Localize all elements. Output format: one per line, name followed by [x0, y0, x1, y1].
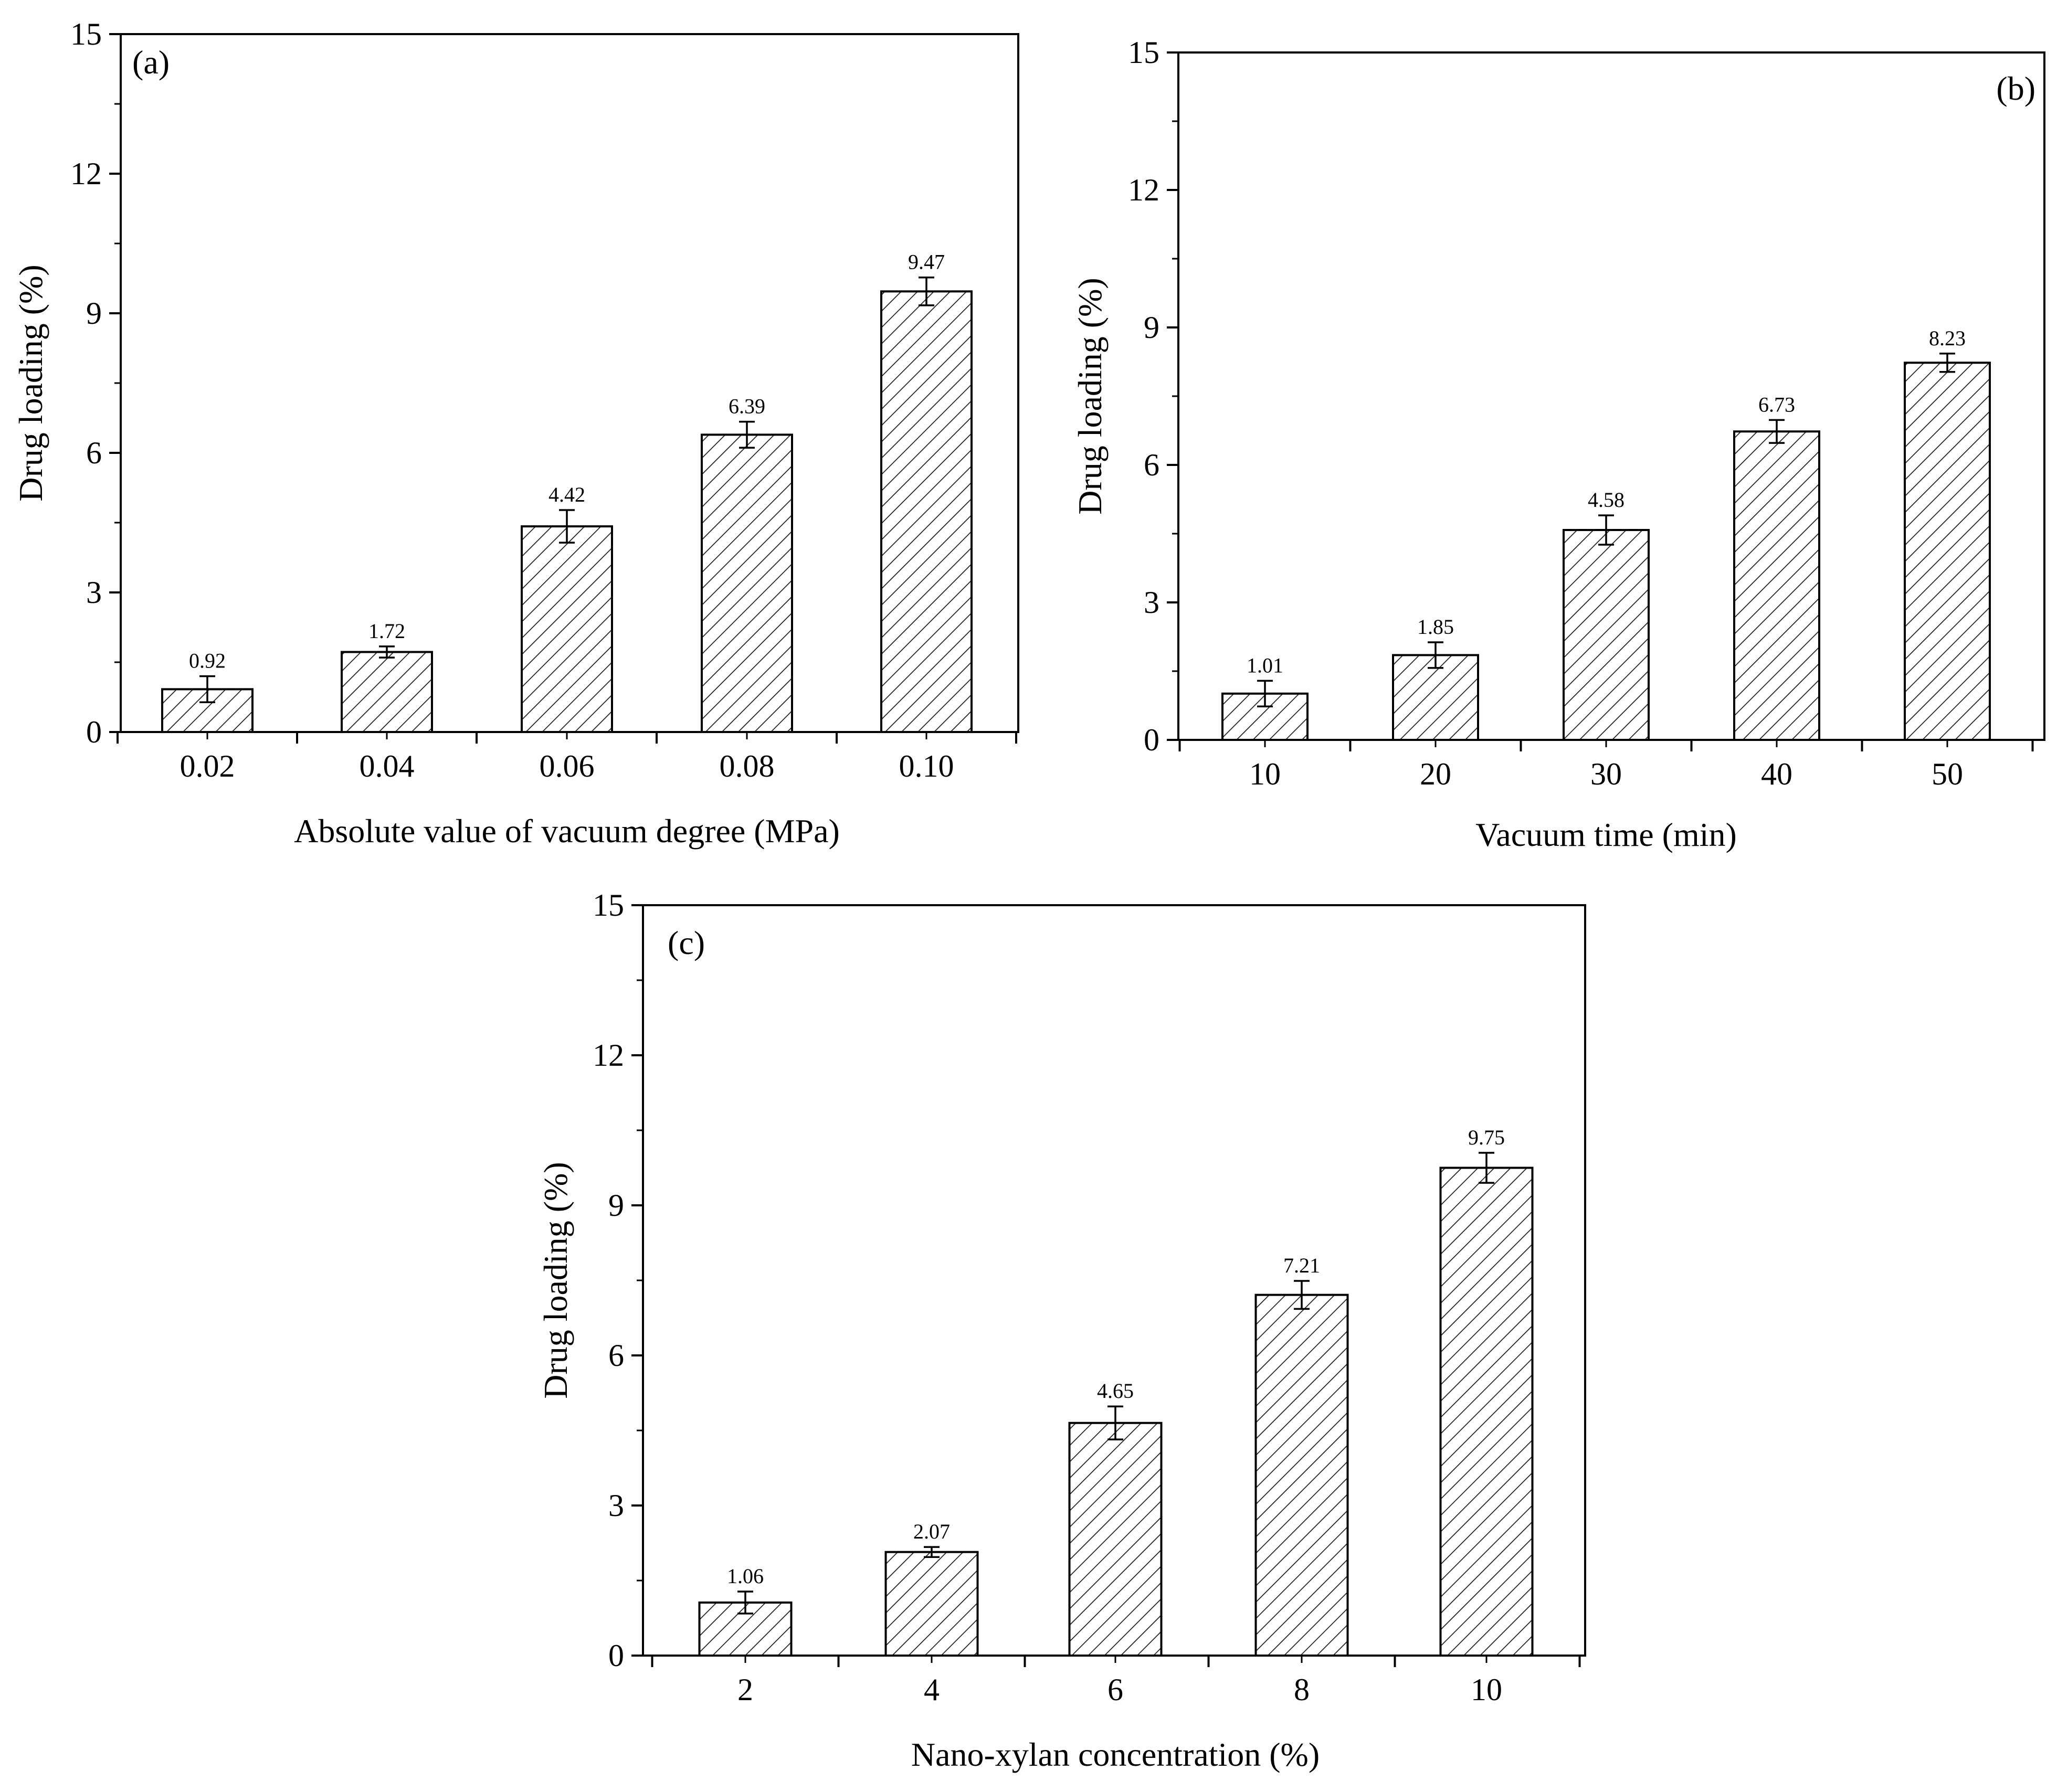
x-tick-label: 0.02 [180, 749, 235, 783]
y-tick-label: 12 [1128, 173, 1159, 207]
data-label: 4.42 [548, 483, 585, 506]
y-tick-label: 0 [86, 715, 102, 749]
data-label: 9.47 [908, 250, 945, 274]
bar [880, 290, 973, 733]
y-tick-label: 15 [70, 17, 102, 51]
data-label: 4.58 [1588, 488, 1624, 512]
x-tick-label: 0.04 [360, 749, 415, 783]
x-tick-label: 10 [1471, 1672, 1502, 1707]
bar [1392, 654, 1479, 741]
y-tick-label: 9 [86, 296, 102, 331]
panel-b-x-axis-title: Vacuum time (min) [1475, 816, 1737, 853]
y-tick-label: 6 [608, 1338, 624, 1373]
x-tick-label: 0.08 [720, 749, 775, 783]
y-tick-label: 0 [608, 1638, 624, 1673]
panel-b-y-axis-title: Drug loading (%) [1071, 278, 1109, 514]
data-label: 1.85 [1417, 615, 1454, 639]
x-tick-label: 0.06 [540, 749, 595, 783]
panel-a: (a) 0 3 6 9 12 15 0.02 0.04 0.06 0.08 0.10 0.92 1.… [12, 17, 1019, 850]
bar [884, 1551, 979, 1657]
panel-b-y-axis: 0 3 6 9 12 15 [1128, 35, 1178, 757]
panel-a-x-axis-title: Absolute value of vacuum degree (MPa) [294, 812, 840, 850]
data-label: 1.72 [368, 619, 405, 643]
x-tick-label: 30 [1590, 757, 1622, 791]
y-tick-label: 6 [86, 436, 102, 470]
y-tick-label: 9 [608, 1188, 624, 1223]
panel-a-bars: 0.92 1.72 4.42 6.39 9.47 [161, 250, 973, 733]
bar [1439, 1167, 1534, 1657]
panel-c-y-axis: 0 3 6 9 12 15 [593, 888, 643, 1673]
data-label: 0.92 [189, 649, 226, 673]
panel-b-x-axis: 10 20 30 40 50 [1178, 740, 2034, 791]
data-label: 4.65 [1097, 1379, 1134, 1403]
data-label: 7.21 [1283, 1254, 1320, 1277]
bar [1254, 1293, 1349, 1657]
bar [341, 651, 433, 733]
bar [1733, 430, 1820, 741]
panel-b-label: (b) [1996, 70, 2035, 107]
data-label: 1.06 [727, 1564, 764, 1588]
panel-a-label: (a) [132, 44, 170, 81]
panel-c: (c) 0 3 6 9 12 15 2 4 6 8 10 1.06 2.07 4.65 7.21 9.75… [537, 888, 1586, 1773]
panel-b: (b) 0 3 6 9 12 15 10 20 30 40 50 1.01 1.85 4.58 6.73… [1071, 35, 2045, 853]
y-tick-label: 0 [1144, 723, 1159, 757]
panel-c-label: (c) [668, 924, 705, 961]
y-tick-label: 3 [1144, 585, 1159, 620]
data-label: 1.01 [1247, 653, 1283, 677]
panel-b-bars: 1.01 1.85 4.58 6.73 8.23 [1221, 326, 1991, 741]
panel-c-x-axis-title: Nano-xylan concentration (%) [911, 1736, 1320, 1773]
panel-a-x-axis: 0.02 0.04 0.06 0.08 0.10 [117, 732, 1017, 783]
x-tick-label: 0.10 [899, 749, 954, 783]
y-tick-label: 12 [593, 1038, 624, 1073]
data-label: 2.07 [913, 1520, 950, 1543]
bar [1563, 529, 1650, 741]
y-tick-label: 15 [593, 888, 624, 922]
x-tick-label: 20 [1420, 757, 1451, 791]
data-label: 8.23 [1929, 326, 1966, 350]
x-tick-label: 8 [1294, 1672, 1310, 1707]
y-tick-label: 6 [1144, 448, 1159, 482]
data-label: 6.73 [1758, 393, 1795, 416]
y-tick-label: 3 [86, 575, 102, 610]
x-tick-label: 50 [1932, 757, 1963, 791]
x-tick-label: 40 [1761, 757, 1792, 791]
y-tick-label: 9 [1144, 310, 1159, 345]
panel-c-bars: 1.06 2.07 4.65 7.21 9.75 [698, 1126, 1534, 1657]
y-tick-label: 15 [1128, 35, 1159, 70]
panel-c-x-axis: 2 4 6 8 10 [651, 1656, 1581, 1707]
bar [521, 525, 613, 733]
panel-a-y-axis: 0 3 6 9 12 15 [70, 17, 121, 749]
data-label: 6.39 [729, 395, 765, 418]
y-tick-label: 3 [608, 1488, 624, 1523]
bar [701, 433, 793, 733]
x-tick-label: 10 [1249, 757, 1281, 791]
x-tick-label: 2 [737, 1672, 753, 1707]
y-tick-label: 12 [70, 156, 102, 191]
panel-c-y-axis-title: Drug loading (%) [537, 1162, 574, 1398]
panel-a-y-axis-title: Drug loading (%) [12, 264, 49, 501]
bar [1904, 362, 1991, 741]
data-label: 9.75 [1468, 1126, 1505, 1149]
x-tick-label: 6 [1107, 1672, 1123, 1707]
bar [1068, 1422, 1163, 1657]
x-tick-label: 4 [924, 1672, 940, 1707]
